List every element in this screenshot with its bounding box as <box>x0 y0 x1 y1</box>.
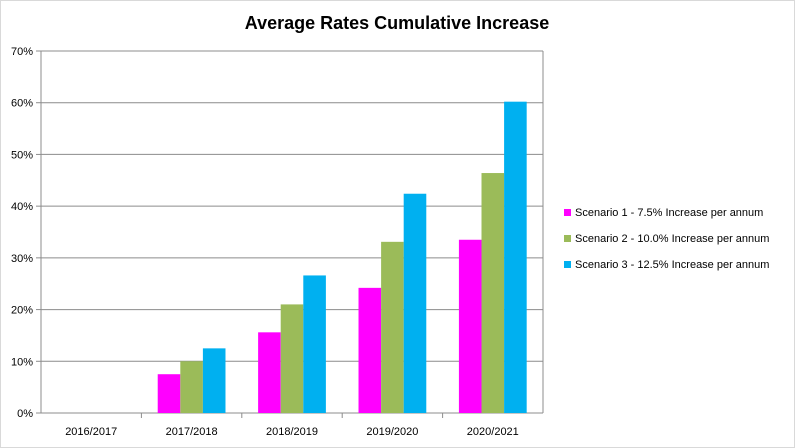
y-tick-label: 60% <box>11 98 33 110</box>
x-tick-label: 2016/2017 <box>65 426 117 438</box>
legend-label: Scenario 1 - 7.5% Increase per annum <box>575 207 763 219</box>
legend-label: Scenario 2 - 10.0% Increase per annum <box>575 233 769 245</box>
y-tick-label: 0% <box>17 408 33 420</box>
bar <box>358 287 382 413</box>
x-tick-label: 2017/2018 <box>166 426 218 438</box>
y-tick-label: 20% <box>11 305 33 317</box>
bar <box>504 101 527 414</box>
x-tick-label: 2020/2021 <box>467 426 519 438</box>
bar <box>202 348 226 413</box>
bar <box>157 374 181 413</box>
x-tick-label: 2019/2020 <box>366 426 418 438</box>
bar <box>303 275 326 413</box>
y-tick-label: 30% <box>11 253 33 265</box>
legend-swatch <box>564 209 571 216</box>
y-tick-label: 50% <box>11 149 33 161</box>
legend: Scenario 1 - 7.5% Increase per annum Scen… <box>564 207 769 271</box>
chart-title: Average Rates Cumulative Increase <box>245 13 549 33</box>
bar <box>481 173 505 413</box>
bar <box>280 304 304 413</box>
bar <box>403 193 427 413</box>
legend-label: Scenario 3 - 12.5% Increase per annum <box>575 259 769 271</box>
legend-swatch <box>564 261 571 268</box>
bar <box>381 241 404 413</box>
y-tick-label: 70% <box>11 46 33 58</box>
bar <box>180 361 203 413</box>
x-tick-label: 2018/2019 <box>266 426 318 438</box>
y-tick-label: 10% <box>11 356 33 368</box>
y-tick-label: 40% <box>11 201 33 213</box>
legend-swatch <box>564 235 571 242</box>
bar <box>258 332 281 413</box>
bars <box>157 101 527 414</box>
gridlines <box>41 50 543 362</box>
tick-labels: 0% 10% 20% 30% 40% 50% 60% 70% 2016/2017 2017/201… <box>11 46 519 438</box>
bar <box>458 239 482 413</box>
